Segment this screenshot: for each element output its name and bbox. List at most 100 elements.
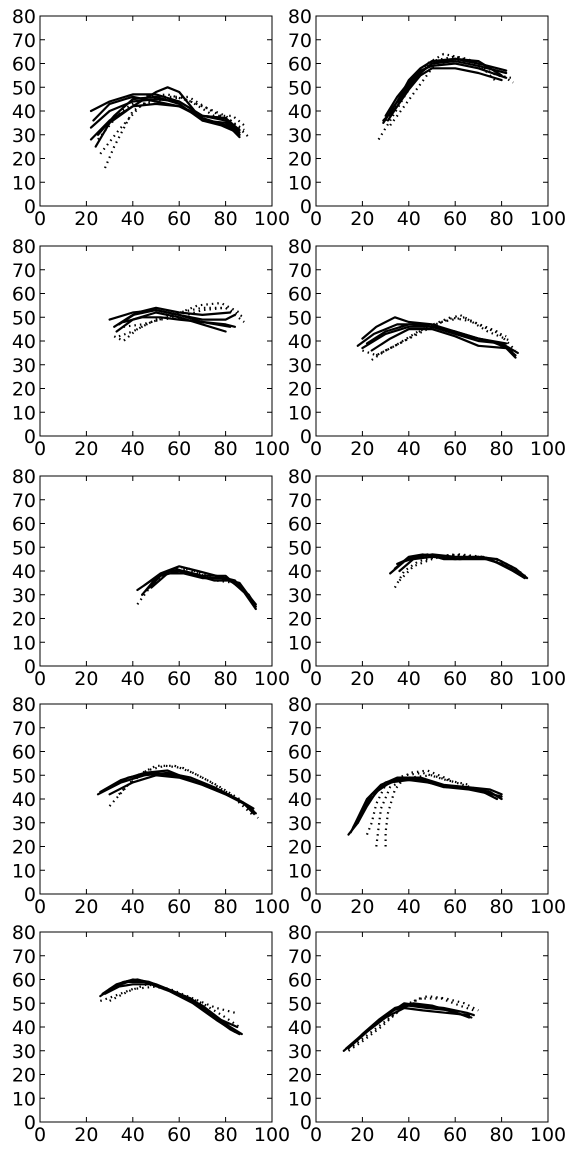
x-tick-label: 0	[34, 668, 46, 690]
x-tick-label: 40	[121, 668, 145, 690]
y-tick-label: 0	[24, 884, 36, 906]
dotted-series-line-7	[371, 316, 517, 361]
axes-frame	[315, 475, 549, 667]
x-tick-label: 60	[443, 896, 467, 918]
y-tick-label: 50	[288, 77, 312, 99]
y-tick-label: 40	[12, 331, 36, 353]
solid-series-line-4	[365, 323, 519, 354]
x-tick-label: 40	[397, 438, 421, 460]
y-tick-label: 50	[288, 537, 312, 559]
y-tick-label: 10	[12, 172, 36, 194]
y-tick-label: 10	[288, 860, 312, 882]
y-tick-label: 10	[12, 632, 36, 654]
x-tick-label: 0	[310, 438, 322, 460]
y-tick-label: 80	[288, 694, 312, 716]
y-tick-label: 60	[288, 284, 312, 306]
solid-series-line-3	[347, 1002, 473, 1050]
solid-series-line-6	[96, 95, 241, 139]
y-tick-label: 30	[12, 125, 36, 147]
y-tick-label: 80	[288, 466, 312, 488]
y-tick-label: 60	[288, 970, 312, 992]
x-tick-label: 60	[167, 438, 191, 460]
y-tick-label: 10	[288, 172, 312, 194]
x-tick-label: 40	[397, 668, 421, 690]
y-tick-label: 0	[300, 656, 312, 678]
y-tick-label: 0	[300, 884, 312, 906]
y-tick-label: 70	[12, 260, 36, 282]
y-tick-label: 30	[12, 585, 36, 607]
solid-series-line-4	[108, 978, 239, 1029]
solid-series-line-1	[89, 93, 241, 136]
y-tick-label: 10	[288, 402, 312, 424]
x-tick-label: 60	[443, 438, 467, 460]
solid-series-line-4	[117, 306, 232, 326]
y-tick-label: 60	[12, 54, 36, 76]
x-tick-label: 100	[530, 896, 566, 918]
y-tick-label: 60	[12, 514, 36, 536]
x-tick-label: 60	[443, 208, 467, 230]
x-tick-label: 20	[350, 208, 374, 230]
axes-frame	[39, 245, 273, 437]
x-tick-label: 80	[214, 896, 238, 918]
x-tick-label: 20	[74, 896, 98, 918]
y-tick-label: 20	[12, 1065, 36, 1087]
x-tick-label: 80	[214, 1124, 238, 1146]
y-tick-label: 60	[12, 742, 36, 764]
x-tick-label: 100	[530, 438, 566, 460]
y-tick-label: 40	[288, 789, 312, 811]
x-tick-label: 20	[74, 668, 98, 690]
y-tick-label: 40	[12, 1017, 36, 1039]
solid-series-line-5	[94, 102, 241, 148]
y-tick-label: 70	[12, 946, 36, 968]
x-tick-label: 60	[167, 208, 191, 230]
y-tick-label: 20	[12, 837, 36, 859]
y-tick-label: 70	[288, 30, 312, 52]
y-tick-label: 70	[288, 490, 312, 512]
y-tick-label: 50	[12, 537, 36, 559]
dotted-series-line-7	[141, 565, 255, 603]
solid-series-line-4	[143, 565, 253, 601]
y-tick-label: 50	[12, 765, 36, 787]
solid-series-line-4	[398, 555, 529, 580]
y-tick-label: 50	[288, 307, 312, 329]
y-tick-label: 30	[12, 813, 36, 835]
y-tick-label: 60	[12, 970, 36, 992]
x-tick-label: 100	[530, 668, 566, 690]
dotted-series-line-9	[97, 93, 245, 141]
x-tick-label: 0	[310, 1124, 322, 1146]
dotted-series-line-5	[108, 764, 255, 817]
y-tick-label: 30	[288, 355, 312, 377]
solid-series-line-3	[115, 311, 227, 333]
x-tick-label: 80	[490, 896, 514, 918]
y-tick-label: 20	[12, 149, 36, 171]
y-tick-label: 50	[12, 77, 36, 99]
x-tick-label: 20	[350, 438, 374, 460]
y-tick-label: 40	[12, 101, 36, 123]
y-tick-label: 80	[12, 694, 36, 716]
dotted-series-line-8	[99, 95, 245, 155]
axes-frame	[315, 931, 549, 1123]
y-tick-label: 40	[288, 331, 312, 353]
x-tick-label: 100	[254, 896, 290, 918]
x-tick-label: 80	[214, 438, 238, 460]
axes-frame	[39, 15, 273, 207]
y-tick-label: 80	[12, 922, 36, 944]
y-tick-label: 0	[24, 196, 36, 218]
y-tick-label: 0	[24, 426, 36, 448]
x-tick-label: 80	[490, 668, 514, 690]
y-tick-label: 20	[12, 379, 36, 401]
y-tick-label: 10	[288, 632, 312, 654]
axes-frame	[39, 931, 273, 1123]
x-tick-label: 0	[34, 896, 46, 918]
dotted-series-line-6	[398, 553, 526, 582]
y-tick-label: 80	[12, 466, 36, 488]
y-tick-label: 70	[288, 718, 312, 740]
x-tick-label: 0	[310, 668, 322, 690]
y-tick-label: 20	[288, 609, 312, 631]
y-tick-label: 10	[12, 1088, 36, 1110]
x-tick-label: 0	[34, 438, 46, 460]
y-tick-label: 30	[12, 355, 36, 377]
